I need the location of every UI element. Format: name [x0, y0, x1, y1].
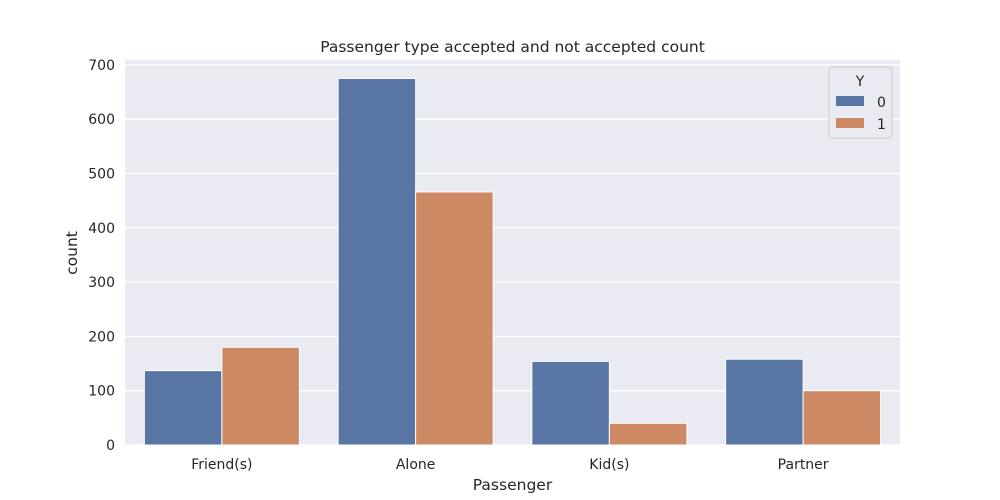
bar-kids-y1: [608, 422, 688, 446]
bar-partner-y1: [802, 390, 882, 446]
y-tick-label: 700: [88, 58, 115, 74]
legend-label-1: 1: [877, 117, 886, 133]
y-tick-label: 0: [106, 438, 115, 454]
y-tick-label: 600: [88, 112, 115, 128]
x-tick-label: Friend(s): [191, 457, 252, 473]
y-tick-label: 300: [88, 275, 115, 291]
x-tick-label: Alone: [396, 457, 436, 473]
bar-friends-y0: [143, 370, 223, 446]
bar-kids-y0: [531, 360, 610, 446]
y-tick-label: 200: [88, 329, 115, 345]
bar-friends-y1: [221, 346, 300, 446]
y-tick-labels: 0 100 200 300 400 500 600 700: [88, 58, 115, 454]
y-tick-label: 100: [88, 384, 115, 400]
bar-partner-y0: [725, 358, 804, 446]
y-tick-label: 400: [88, 221, 115, 237]
y-axis-label: count: [63, 231, 81, 275]
x-axis-label: Passenger: [473, 476, 553, 494]
legend-swatch-1: [836, 118, 864, 128]
bars: [143, 77, 882, 446]
y-tick-label: 500: [88, 166, 115, 182]
x-tick-label: Partner: [778, 457, 829, 473]
legend-title: Y: [855, 74, 865, 90]
legend: Y 0 1: [828, 66, 893, 139]
legend-label-0: 0: [877, 95, 886, 111]
bar-alone-y0: [337, 77, 417, 446]
legend-swatch-0: [836, 96, 864, 106]
x-tick-label: Kid(s): [589, 457, 629, 473]
chart-title: Passenger type accepted and not accepted…: [320, 38, 705, 56]
bar-alone-y1: [415, 191, 494, 446]
x-tick-labels: Friend(s) Alone Kid(s) Partner: [191, 457, 829, 473]
